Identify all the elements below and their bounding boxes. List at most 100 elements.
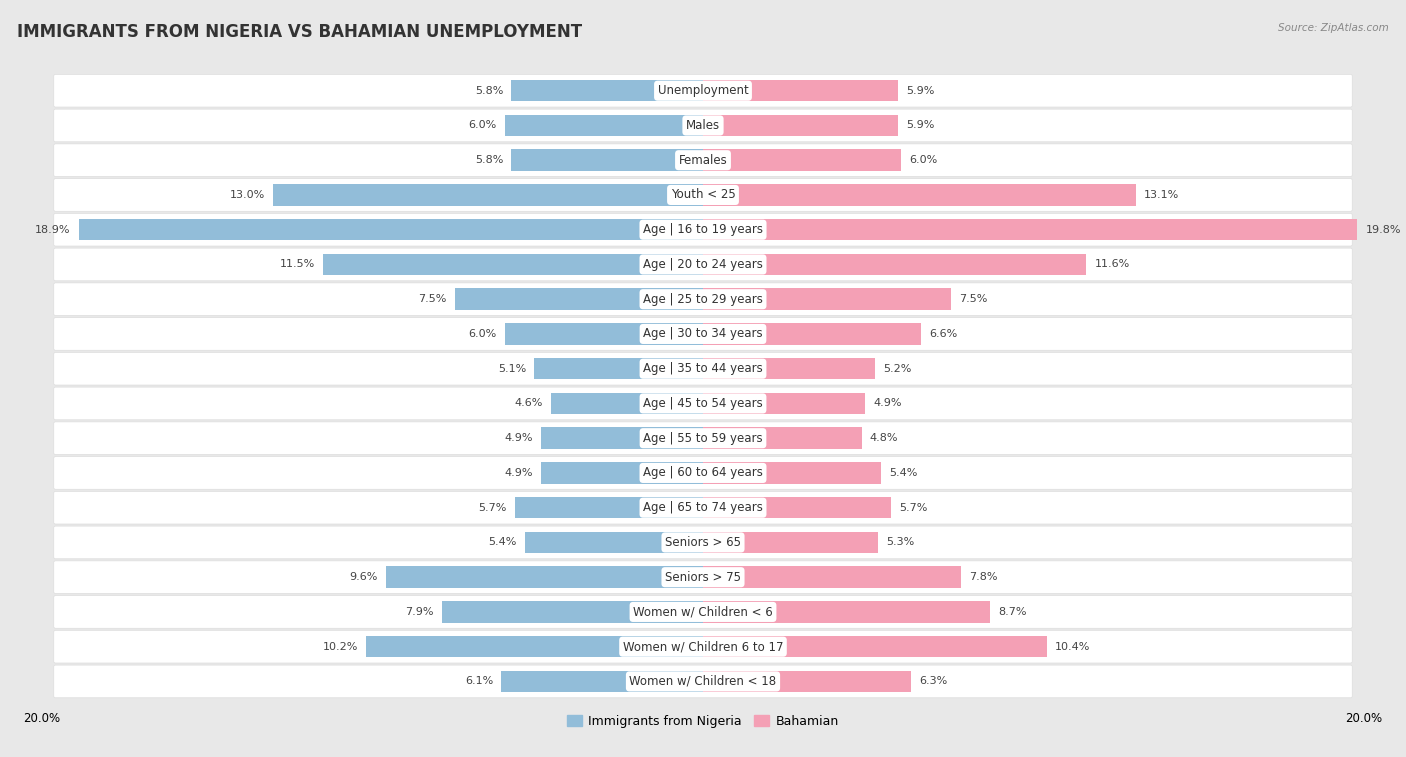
Bar: [703, 323, 921, 344]
Bar: [703, 636, 1046, 657]
Text: 9.6%: 9.6%: [349, 572, 378, 582]
Text: 6.1%: 6.1%: [465, 677, 494, 687]
Text: 4.9%: 4.9%: [505, 468, 533, 478]
Bar: [541, 463, 703, 484]
FancyBboxPatch shape: [53, 387, 1353, 420]
Bar: [534, 358, 703, 379]
Text: Age | 25 to 29 years: Age | 25 to 29 years: [643, 293, 763, 306]
FancyBboxPatch shape: [53, 596, 1353, 628]
FancyBboxPatch shape: [53, 422, 1353, 454]
Bar: [703, 219, 1357, 241]
Bar: [703, 149, 901, 171]
Text: 11.6%: 11.6%: [1094, 260, 1130, 269]
Bar: [505, 323, 703, 344]
Text: Source: ZipAtlas.com: Source: ZipAtlas.com: [1278, 23, 1389, 33]
Text: Age | 20 to 24 years: Age | 20 to 24 years: [643, 258, 763, 271]
Text: Women w/ Children < 18: Women w/ Children < 18: [630, 675, 776, 688]
Bar: [512, 149, 703, 171]
Text: 5.1%: 5.1%: [498, 363, 526, 374]
FancyBboxPatch shape: [53, 456, 1353, 489]
Bar: [703, 184, 1136, 206]
Text: 5.8%: 5.8%: [475, 86, 503, 95]
FancyBboxPatch shape: [53, 318, 1353, 350]
Text: 10.4%: 10.4%: [1054, 642, 1090, 652]
Text: 5.7%: 5.7%: [900, 503, 928, 512]
Text: Age | 60 to 64 years: Age | 60 to 64 years: [643, 466, 763, 479]
Bar: [703, 358, 875, 379]
Text: 7.8%: 7.8%: [969, 572, 997, 582]
Text: 5.4%: 5.4%: [488, 537, 516, 547]
Text: Age | 55 to 59 years: Age | 55 to 59 years: [643, 431, 763, 444]
Text: 19.8%: 19.8%: [1365, 225, 1400, 235]
FancyBboxPatch shape: [53, 491, 1353, 524]
Text: Youth < 25: Youth < 25: [671, 188, 735, 201]
Text: 5.8%: 5.8%: [475, 155, 503, 165]
Text: Age | 45 to 54 years: Age | 45 to 54 years: [643, 397, 763, 410]
Bar: [551, 393, 703, 414]
Text: 10.2%: 10.2%: [322, 642, 357, 652]
Bar: [273, 184, 703, 206]
Text: 13.0%: 13.0%: [231, 190, 266, 200]
Text: 4.9%: 4.9%: [505, 433, 533, 443]
Text: 4.6%: 4.6%: [515, 398, 543, 409]
Text: Age | 35 to 44 years: Age | 35 to 44 years: [643, 362, 763, 375]
Text: 6.3%: 6.3%: [920, 677, 948, 687]
Bar: [366, 636, 703, 657]
FancyBboxPatch shape: [53, 561, 1353, 593]
Bar: [505, 115, 703, 136]
FancyBboxPatch shape: [53, 352, 1353, 385]
Bar: [703, 428, 862, 449]
Bar: [703, 393, 865, 414]
Text: Seniors > 75: Seniors > 75: [665, 571, 741, 584]
Text: Age | 30 to 34 years: Age | 30 to 34 years: [643, 328, 763, 341]
Text: 6.0%: 6.0%: [910, 155, 938, 165]
Bar: [512, 80, 703, 101]
FancyBboxPatch shape: [53, 213, 1353, 246]
Text: 6.0%: 6.0%: [468, 120, 496, 130]
Bar: [703, 671, 911, 692]
Bar: [703, 601, 990, 623]
Bar: [323, 254, 703, 276]
Text: 18.9%: 18.9%: [35, 225, 70, 235]
Bar: [385, 566, 703, 588]
Bar: [541, 428, 703, 449]
Bar: [703, 288, 950, 310]
Text: 7.9%: 7.9%: [405, 607, 433, 617]
Text: 5.9%: 5.9%: [907, 120, 935, 130]
Bar: [515, 497, 703, 519]
Text: Females: Females: [679, 154, 727, 167]
Bar: [456, 288, 703, 310]
FancyBboxPatch shape: [53, 665, 1353, 698]
Text: 4.9%: 4.9%: [873, 398, 901, 409]
Text: 5.7%: 5.7%: [478, 503, 506, 512]
Bar: [79, 219, 703, 241]
Text: 7.5%: 7.5%: [419, 294, 447, 304]
FancyBboxPatch shape: [53, 248, 1353, 281]
Text: 6.6%: 6.6%: [929, 329, 957, 339]
Text: 8.7%: 8.7%: [998, 607, 1028, 617]
FancyBboxPatch shape: [53, 74, 1353, 107]
FancyBboxPatch shape: [53, 283, 1353, 316]
Text: 5.4%: 5.4%: [890, 468, 918, 478]
Bar: [703, 115, 898, 136]
Text: 5.3%: 5.3%: [886, 537, 915, 547]
FancyBboxPatch shape: [53, 526, 1353, 559]
FancyBboxPatch shape: [53, 179, 1353, 211]
Bar: [703, 566, 960, 588]
Text: 4.8%: 4.8%: [870, 433, 898, 443]
Text: Age | 65 to 74 years: Age | 65 to 74 years: [643, 501, 763, 514]
Legend: Immigrants from Nigeria, Bahamian: Immigrants from Nigeria, Bahamian: [562, 710, 844, 733]
Text: Age | 16 to 19 years: Age | 16 to 19 years: [643, 223, 763, 236]
Text: Women w/ Children 6 to 17: Women w/ Children 6 to 17: [623, 640, 783, 653]
Text: 5.2%: 5.2%: [883, 363, 911, 374]
Text: Unemployment: Unemployment: [658, 84, 748, 97]
Bar: [502, 671, 703, 692]
Text: IMMIGRANTS FROM NIGERIA VS BAHAMIAN UNEMPLOYMENT: IMMIGRANTS FROM NIGERIA VS BAHAMIAN UNEM…: [17, 23, 582, 41]
Text: 5.9%: 5.9%: [907, 86, 935, 95]
Bar: [703, 463, 882, 484]
FancyBboxPatch shape: [53, 144, 1353, 176]
Bar: [703, 254, 1087, 276]
Text: Women w/ Children < 6: Women w/ Children < 6: [633, 606, 773, 618]
FancyBboxPatch shape: [53, 631, 1353, 663]
Text: 6.0%: 6.0%: [468, 329, 496, 339]
